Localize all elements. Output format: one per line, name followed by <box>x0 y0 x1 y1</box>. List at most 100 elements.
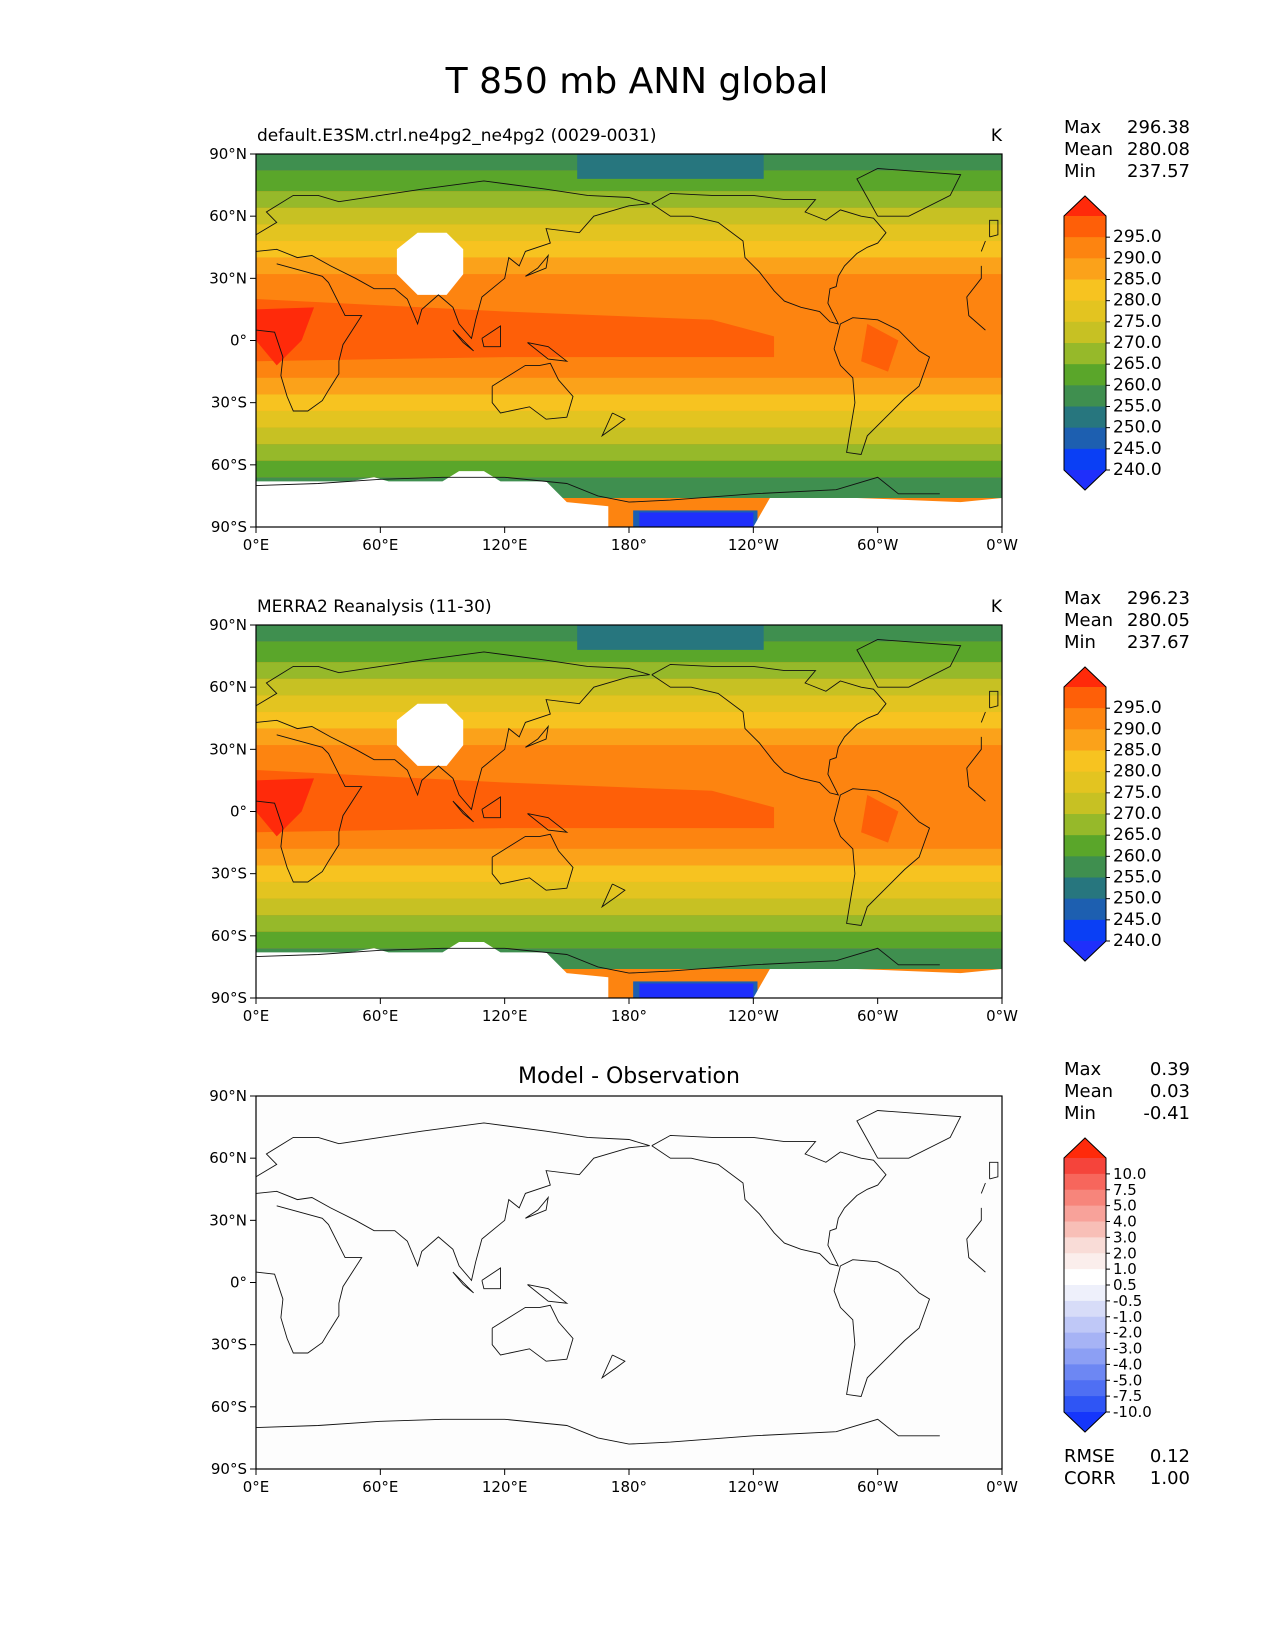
colorbar-extend-min <box>1064 1412 1106 1432</box>
coastline <box>651 663 887 796</box>
colorbar-tick-label: 280.0 <box>1113 762 1162 782</box>
colorbar-tick-label: 280.0 <box>1113 291 1162 311</box>
coastline <box>256 476 940 503</box>
lat-axis-diff: 90°N 60°N 30°N 0° 30°S 60°S 90°S <box>209 1087 256 1478</box>
coastline <box>527 1284 569 1304</box>
colorbar-tick-label: 275.0 <box>1113 312 1162 332</box>
coastline <box>525 724 549 748</box>
coastline <box>491 1304 574 1362</box>
stat-value: 237.67 <box>1127 632 1190 653</box>
colorbar-tick-label: 250.0 <box>1113 418 1162 438</box>
metric-value: 0.12 <box>1150 1446 1190 1467</box>
colorbar-segment <box>1064 1158 1106 1175</box>
lon-tick-label: 0°W <box>986 1478 1018 1496</box>
lat-tick-label: 30°S <box>211 865 247 883</box>
colorbar-tick-label: 295.0 <box>1113 698 1162 718</box>
colorbar-segment <box>1064 729 1106 751</box>
temperature-band <box>256 915 1002 932</box>
temperature-band <box>256 460 1002 478</box>
colorbar-segment <box>1064 1380 1106 1397</box>
coastline <box>601 883 626 909</box>
lon-tick-label: 120°W <box>728 1478 779 1496</box>
stat-label: Min <box>1064 1103 1096 1124</box>
stat-value: 280.05 <box>1127 610 1190 631</box>
metric-value: 1.00 <box>1150 1468 1190 1489</box>
tropical-warm-belt <box>256 299 775 362</box>
lat-tick-label: 30°S <box>211 1336 247 1354</box>
coastline <box>527 342 569 362</box>
lon-tick-label: 60°W <box>857 1478 899 1496</box>
stat-label: Mean <box>1064 1081 1113 1102</box>
colorbar-segment <box>1064 216 1106 238</box>
lat-tick-label: 60°N <box>209 678 247 696</box>
coastline <box>256 1418 940 1445</box>
coastline <box>527 813 569 833</box>
colorbar-tick-label: 290.0 <box>1113 248 1162 268</box>
lat-tick-label: 0° <box>230 332 247 350</box>
coastline <box>256 1122 986 1282</box>
coastline <box>491 833 574 891</box>
temperature-band <box>256 712 1002 729</box>
coastline <box>452 329 474 352</box>
colorbar-tick-label: 240.0 <box>1113 460 1162 480</box>
colorbar-segment <box>1064 300 1106 323</box>
colorbar-tick-label: 3.0 <box>1113 1228 1137 1246</box>
colorbar-segment <box>1064 814 1106 836</box>
panel-obs: 90°N 60°N 30°N 0° 30°S 60°S 90°S 0°E 60°E 120°E 1… <box>209 588 1190 1025</box>
stat-value: 0.39 <box>1150 1059 1190 1080</box>
coastline <box>256 734 986 883</box>
coastline <box>833 1259 931 1397</box>
lat-tick-label: 90°S <box>211 518 247 536</box>
temperature-band <box>256 444 1002 461</box>
lon-tick-label: 60°W <box>857 1007 899 1025</box>
temperature-band <box>256 191 1002 208</box>
stat-value: 237.57 <box>1127 161 1190 182</box>
temperature-band <box>256 377 1002 395</box>
colorbar-tick-label: -7.5 <box>1113 1387 1142 1405</box>
lon-tick-label: 0°E <box>243 1007 270 1025</box>
tibet-masked-region <box>396 232 464 295</box>
stat-label: Mean <box>1064 139 1113 160</box>
colorbar-tick-label: 260.0 <box>1113 846 1162 866</box>
coastline <box>651 192 887 325</box>
lat-tick-label: 60°S <box>211 456 247 474</box>
colorbar-tick-label: -3.0 <box>1113 1340 1142 1358</box>
map-field-model <box>256 154 1002 527</box>
south-america-warm-spot <box>861 794 899 843</box>
coastline <box>856 639 962 688</box>
lon-tick-label: 120°E <box>482 1478 528 1496</box>
lat-tick-label: 60°S <box>211 927 247 945</box>
colorbar-segment <box>1064 237 1106 259</box>
colorbar-segment <box>1064 898 1106 921</box>
africa-hot-spot <box>256 307 315 366</box>
colorbar-tick-label: 245.0 <box>1113 439 1162 459</box>
lat-tick-label: 90°S <box>211 989 247 1007</box>
coastline <box>491 362 574 420</box>
map-background <box>256 1096 1002 1469</box>
coastlines-obs <box>256 639 999 974</box>
colorbar-segment <box>1064 1205 1106 1222</box>
coastline <box>256 1205 986 1354</box>
colorbar-extend-max <box>1064 667 1106 687</box>
colorbar-tick-label: -2.0 <box>1113 1324 1142 1342</box>
lat-tick-label: 30°N <box>209 269 247 287</box>
lon-tick-label: 0°E <box>243 536 270 554</box>
temperature-band <box>256 865 1002 882</box>
coastline <box>256 651 986 811</box>
antarctica-masked-west <box>256 471 609 527</box>
map-field-obs <box>256 625 1002 998</box>
colorbar-tick-label: 270.0 <box>1113 804 1162 824</box>
colorbar-segment <box>1064 687 1106 709</box>
temperature-band <box>256 410 1002 428</box>
coastline <box>856 168 962 217</box>
colorbar-segment <box>1064 279 1106 302</box>
coastline <box>601 412 626 438</box>
coastline <box>989 219 999 238</box>
colorbar-segment <box>1064 1300 1106 1318</box>
temperature-band <box>256 898 1002 916</box>
colorbar-tick-label: -10.0 <box>1113 1403 1152 1421</box>
ross-sea-coldest-patch <box>639 983 754 998</box>
temperature-band <box>256 678 1002 696</box>
metric-label: CORR <box>1064 1468 1116 1489</box>
